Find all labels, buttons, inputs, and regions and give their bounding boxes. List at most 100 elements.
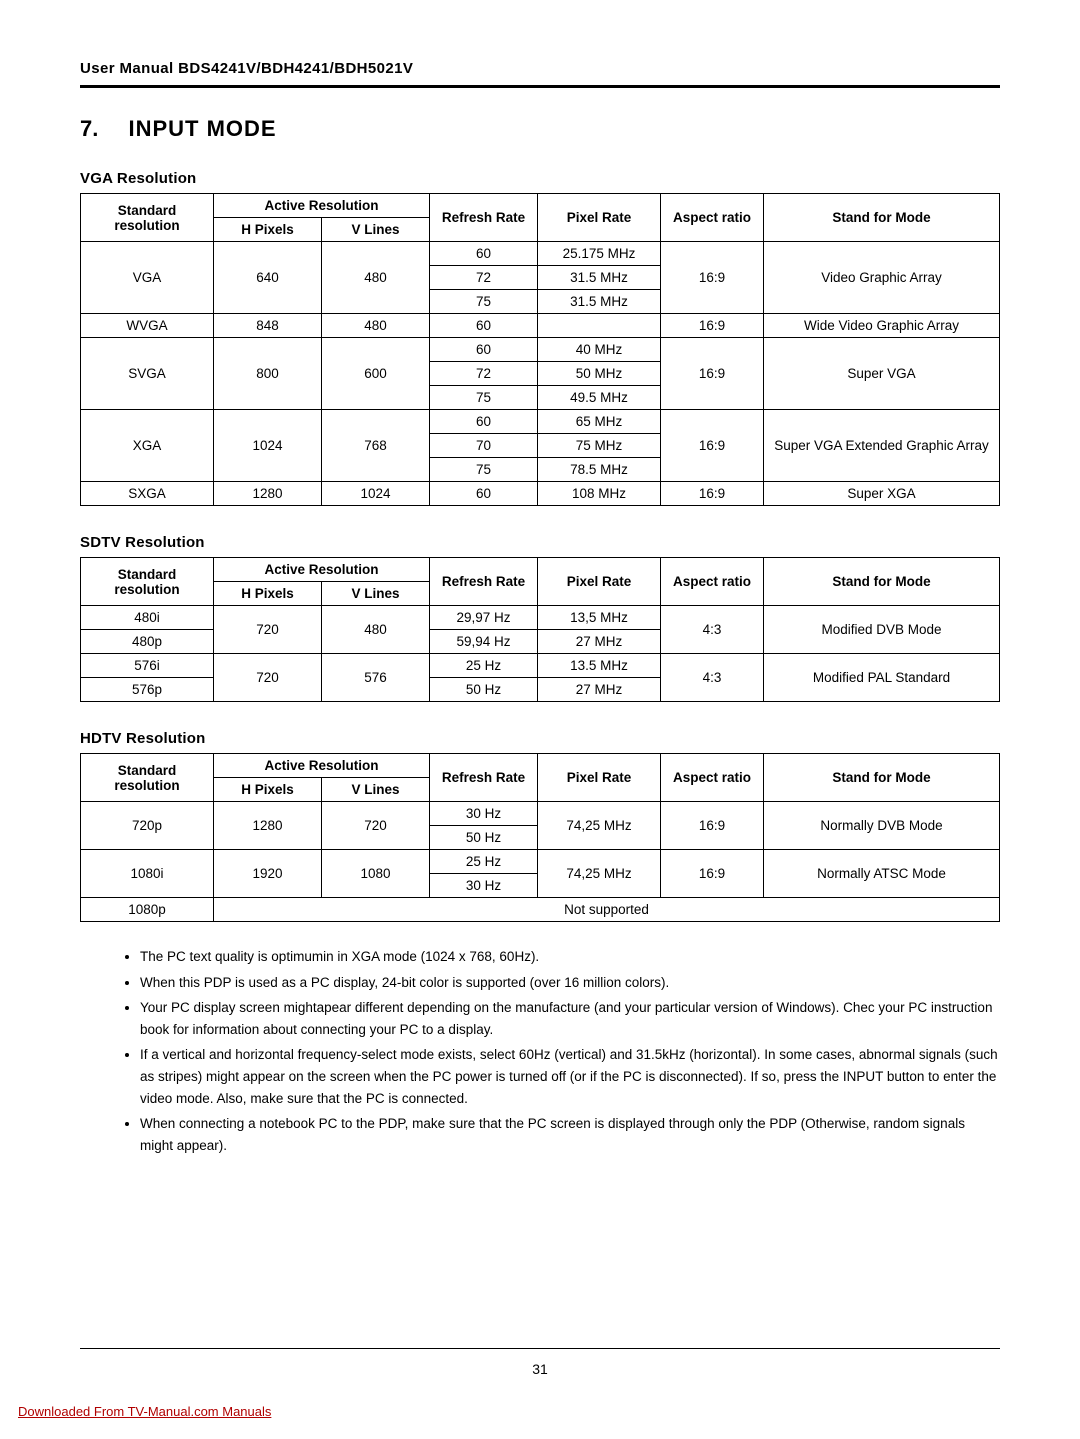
cell: 16:9 [661,850,764,898]
cell: 25.175 MHz [538,242,661,266]
cell: 720 [214,654,322,702]
cell: 640 [214,242,322,314]
th-hpixels: H Pixels [214,582,322,606]
th-standard: Standard resolution [81,558,214,606]
cell: Wide Video Graphic Array [764,314,1000,338]
cell: 1024 [322,482,430,506]
th-vlines: V Lines [322,582,430,606]
cell: 75 [430,458,538,482]
cell: 27 MHz [538,678,661,702]
cell: 60 [430,314,538,338]
cell: 50 MHz [538,362,661,386]
cell: 800 [214,338,322,410]
cell: 31.5 MHz [538,290,661,314]
th-aspect: Aspect ratio [661,558,764,606]
cell: 480 [322,314,430,338]
cell: 40 MHz [538,338,661,362]
th-pixel: Pixel Rate [538,754,661,802]
th-active-res: Active Resolution [214,194,430,218]
th-standard: Standard resolution [81,194,214,242]
cell: 75 [430,290,538,314]
th-vlines: V Lines [322,778,430,802]
cell: 49.5 MHz [538,386,661,410]
table-row: 480i 720 480 29,97 Hz 13,5 MHz 4:3 Modif… [81,606,1000,630]
cell: 74,25 MHz [538,802,661,850]
note-item: The PC text quality is optimumin in XGA … [140,946,1000,968]
cell: 4:3 [661,606,764,654]
th-mode: Stand for Mode [764,754,1000,802]
table-row: WVGA 848 480 60 16:9 Wide Video Graphic … [81,314,1000,338]
th-hpixels: H Pixels [214,218,322,242]
cell: 72 [430,362,538,386]
cell: 13,5 MHz [538,606,661,630]
table-row: 1080p Not supported [81,898,1000,922]
cell: 72 [430,266,538,290]
section-title: INPUT MODE [128,116,276,141]
cell: 1280 [214,802,322,850]
th-mode: Stand for Mode [764,194,1000,242]
hdtv-table: Standard resolution Active Resolution Re… [80,753,1000,922]
cell: WVGA [81,314,214,338]
page: User Manual BDS4241V/BDH4241/BDH5021V 7.… [0,0,1080,1439]
cell: 16:9 [661,482,764,506]
cell: 720p [81,802,214,850]
cell: 1080 [322,850,430,898]
cell: 75 MHz [538,434,661,458]
th-pixel: Pixel Rate [538,194,661,242]
cell: Normally DVB Mode [764,802,1000,850]
cell: 65 MHz [538,410,661,434]
page-number: 31 [532,1361,548,1377]
cell: 1080p [81,898,214,922]
th-refresh: Refresh Rate [430,194,538,242]
cell: 60 [430,410,538,434]
note-item: When this PDP is used as a PC display, 2… [140,972,1000,994]
cell: SXGA [81,482,214,506]
cell: VGA [81,242,214,314]
cell: 16:9 [661,410,764,482]
cell: Modified DVB Mode [764,606,1000,654]
cell: 16:9 [661,802,764,850]
th-standard: Standard resolution [81,754,214,802]
cell: Video Graphic Array [764,242,1000,314]
table-row: XGA 1024 768 60 65 MHz 16:9 Super VGA Ex… [81,410,1000,434]
th-aspect: Aspect ratio [661,754,764,802]
cell: 30 Hz [430,802,538,826]
cell: 60 [430,242,538,266]
cell: 480 [322,242,430,314]
cell: 50 Hz [430,826,538,850]
download-link[interactable]: Downloaded From TV-Manual.com Manuals [18,1404,271,1419]
cell: 480i [81,606,214,630]
cell: 4:3 [661,654,764,702]
table-header-row: Standard resolution Active Resolution Re… [81,194,1000,218]
cell: 576 [322,654,430,702]
th-active-res: Active Resolution [214,754,430,778]
cell: Normally ATSC Mode [764,850,1000,898]
th-mode: Stand for Mode [764,558,1000,606]
sdtv-subheading: SDTV Resolution [80,534,1000,551]
note-item: If a vertical and horizontal frequency-s… [140,1044,1000,1109]
hdtv-subheading: HDTV Resolution [80,730,1000,747]
cell: 1280 [214,482,322,506]
table-header-row: Standard resolution Active Resolution Re… [81,754,1000,778]
th-refresh: Refresh Rate [430,754,538,802]
note-item: Your PC display screen mightapear differ… [140,997,1000,1040]
cell: 75 [430,386,538,410]
cell: 848 [214,314,322,338]
footer-rule [80,1348,1000,1349]
th-aspect: Aspect ratio [661,194,764,242]
section-number: 7. [80,116,124,142]
cell: 59,94 Hz [430,630,538,654]
cell: XGA [81,410,214,482]
cell [538,314,661,338]
cell: 29,97 Hz [430,606,538,630]
table-row: 1080i 1920 1080 25 Hz 74,25 MHz 16:9 Nor… [81,850,1000,874]
cell: Super XGA [764,482,1000,506]
vga-table: Standard resolution Active Resolution Re… [80,193,1000,506]
cell: 480 [322,606,430,654]
table-row: 720p 1280 720 30 Hz 74,25 MHz 16:9 Norma… [81,802,1000,826]
cell: 30 Hz [430,874,538,898]
cell: 60 [430,338,538,362]
cell: 768 [322,410,430,482]
table-row: 576i 720 576 25 Hz 13.5 MHz 4:3 Modified… [81,654,1000,678]
cell: 16:9 [661,242,764,314]
